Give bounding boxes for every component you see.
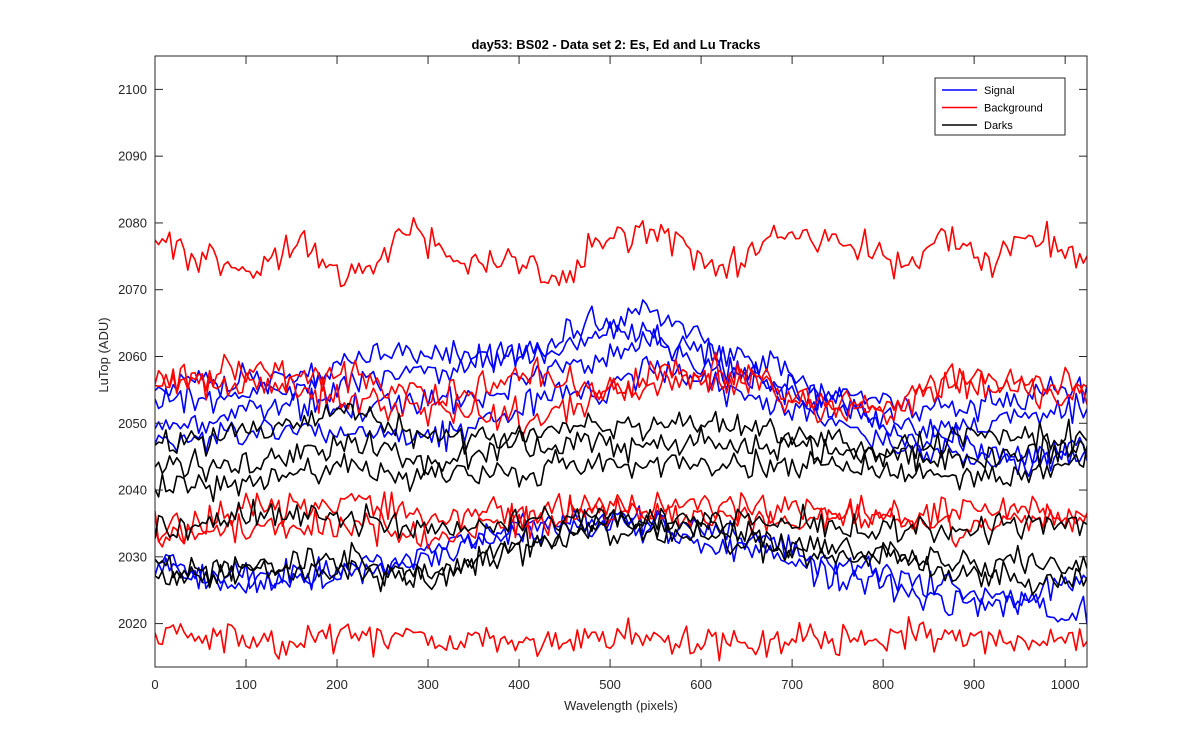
x-tick-label: 300 bbox=[417, 677, 439, 692]
x-tick-label: 700 bbox=[781, 677, 803, 692]
y-tick-label: 2100 bbox=[118, 82, 147, 97]
x-tick-label: 1000 bbox=[1051, 677, 1080, 692]
series-line-darks-15 bbox=[155, 445, 1087, 503]
legend-label-background: Background bbox=[984, 103, 1043, 115]
chart-title: day53: BS02 - Data set 2: Es, Ed and Lu … bbox=[471, 37, 760, 52]
y-tick-label: 2070 bbox=[118, 282, 147, 297]
legend-label-darks: Darks bbox=[984, 120, 1013, 132]
y-tick-label: 2020 bbox=[118, 616, 147, 631]
series-line-darks-14 bbox=[155, 426, 1087, 483]
series-line-signal-1 bbox=[155, 299, 1087, 423]
series-line-darks-13 bbox=[155, 402, 1087, 463]
series-layer bbox=[155, 217, 1087, 662]
series-line-background-9 bbox=[155, 351, 1087, 438]
y-tick-label: 2060 bbox=[118, 349, 147, 364]
series-line-background-7 bbox=[155, 217, 1087, 288]
y-tick-label: 2090 bbox=[118, 149, 147, 164]
x-tick-label: 500 bbox=[599, 677, 621, 692]
x-tick-label: 400 bbox=[508, 677, 530, 692]
y-axis-label: LuTop (ADU) bbox=[96, 317, 111, 392]
y-tick-label: 2030 bbox=[118, 549, 147, 564]
axes-frame bbox=[154, 55, 1088, 668]
legend-label-signal: Signal bbox=[984, 85, 1015, 97]
series-line-signal-2 bbox=[155, 320, 1087, 439]
series-line-darks-17 bbox=[155, 507, 1087, 591]
x-tick-label: 100 bbox=[235, 677, 257, 692]
y-tick-label: 2080 bbox=[118, 215, 147, 230]
x-tick-label: 800 bbox=[872, 677, 894, 692]
series-line-background-12 bbox=[155, 616, 1087, 662]
x-axis: 0 100 200 300 400 500 600 700 800 900 1000 bbox=[151, 56, 1080, 692]
series-line-signal-4 bbox=[155, 355, 1087, 478]
series-line-darks-18 bbox=[155, 521, 1087, 596]
x-tick-label: 900 bbox=[963, 677, 985, 692]
series-line-darks-16 bbox=[155, 498, 1087, 546]
series-line-background-10 bbox=[155, 491, 1087, 545]
x-tick-label: 0 bbox=[151, 677, 158, 692]
y-axis: 2020 2030 2040 2050 2060 2070 2080 2090 2100 bbox=[118, 82, 1087, 631]
y-tick-label: 2050 bbox=[118, 416, 147, 431]
y-tick-label: 2040 bbox=[118, 483, 147, 498]
series-line-background-8 bbox=[155, 353, 1087, 426]
x-tick-label: 200 bbox=[326, 677, 348, 692]
x-axis-label: Wavelength (pixels) bbox=[564, 698, 678, 713]
legend: Signal Background Darks bbox=[934, 77, 1066, 136]
x-tick-label: 600 bbox=[690, 677, 712, 692]
